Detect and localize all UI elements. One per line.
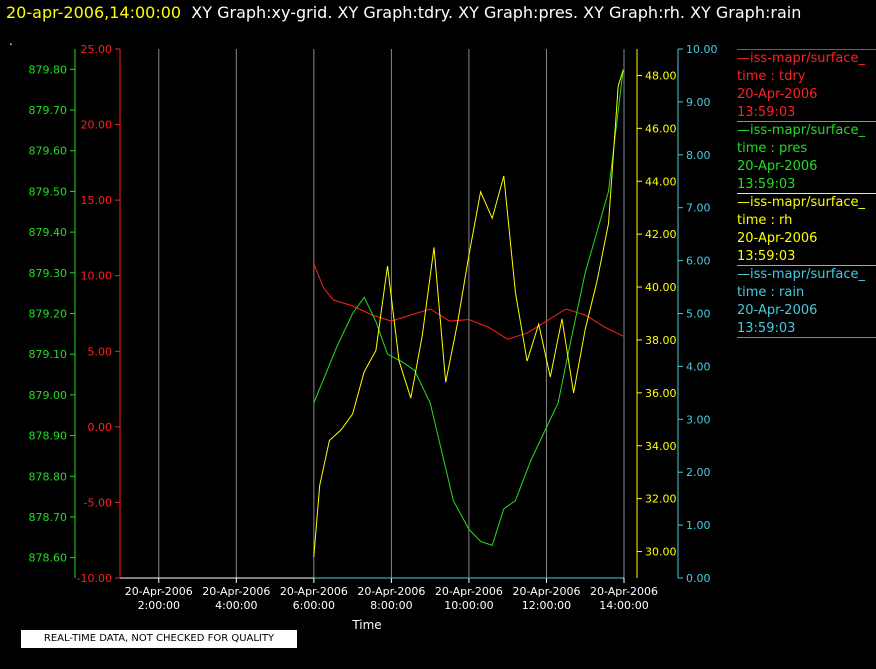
quality-notice: REAL-TIME DATA, NOT CHECKED FOR QUALITY — [21, 630, 297, 648]
legend-label: time : rain — [737, 285, 805, 300]
x-tick-time: 14:00:00 — [599, 599, 648, 612]
x-tick-time: 6:00:00 — [293, 599, 335, 612]
pres-tick-label: 878.90 — [29, 430, 68, 443]
x-tick-date: 20-Apr-2006 — [357, 585, 425, 598]
rain-tick-label: 8.00 — [686, 149, 711, 162]
legend-time: 13:59:03 — [737, 177, 796, 192]
pres-tick-label: 879.80 — [29, 63, 68, 76]
rain-tick-label: 6.00 — [686, 255, 711, 268]
legend-bottom-rule — [737, 337, 876, 338]
legend-rule — [737, 265, 876, 266]
legend-entry-rh: —iss-mapr/surface_time : rh 20-Apr-2006 13… — [737, 193, 876, 266]
tdry-tick-label: -5.00 — [84, 496, 112, 509]
chart-title-bar: 20-apr-2006,14:00:00 XY Graph:xy-grid. X… — [6, 3, 801, 22]
legend-date: 20-Apr-2006 — [737, 159, 818, 174]
series-rh-line — [313, 70, 624, 557]
rain-tick-label: 3.00 — [686, 413, 711, 426]
rh-tick-label: 30.00 — [645, 546, 677, 559]
legend-label: time : tdry — [737, 69, 806, 84]
legend-label: time : pres — [737, 141, 808, 156]
tdry-tick-label: 10.00 — [81, 270, 113, 283]
legend-date: 20-Apr-2006 — [737, 231, 818, 246]
pres-tick-label: 878.80 — [29, 470, 68, 483]
rain-tick-label: 9.00 — [686, 96, 711, 109]
series-tdry-line — [313, 263, 624, 340]
legend-label: time : rh — [737, 213, 793, 228]
x-tick-time: 10:00:00 — [444, 599, 493, 612]
pres-tick-label: 878.60 — [29, 552, 68, 565]
x-tick-date: 20-Apr-2006 — [202, 585, 270, 598]
pres-tick-label: 879.20 — [29, 308, 68, 321]
x-tick-time: 2:00:00 — [138, 599, 180, 612]
legend-entry-pres: —iss-mapr/surface_time : pres 20-Apr-2006… — [737, 121, 876, 194]
rh-tick-label: 34.00 — [645, 440, 677, 453]
rh-tick-label: 36.00 — [645, 387, 677, 400]
rh-tick-label: 46.00 — [645, 122, 677, 135]
tdry-tick-label: 20.00 — [81, 119, 113, 132]
tdry-tick-label: 0.00 — [88, 421, 113, 434]
status-dot: . — [9, 34, 13, 48]
pres-tick-label: 879.10 — [29, 348, 68, 361]
x-tick-time: 8:00:00 — [370, 599, 412, 612]
tdry-tick-label: 15.00 — [81, 194, 113, 207]
pres-tick-label: 879.30 — [29, 267, 68, 280]
x-tick-date: 20-Apr-2006 — [435, 585, 503, 598]
x-tick-date: 20-Apr-2006 — [590, 585, 658, 598]
rain-tick-label: 1.00 — [686, 519, 711, 532]
rh-tick-label: 32.00 — [645, 493, 677, 506]
graph-list: XY Graph:xy-grid. XY Graph:tdry. XY Grap… — [191, 3, 802, 22]
rh-tick-label: 48.00 — [645, 69, 677, 82]
legend-time: 13:59:03 — [737, 321, 796, 336]
rain-tick-label: 10.00 — [686, 43, 718, 56]
legend-date: 20-Apr-2006 — [737, 303, 818, 318]
legend-name: —iss-mapr/surface_ — [737, 267, 866, 282]
legend-entry-rain: —iss-mapr/surface_time : rain 20-Apr-2006… — [737, 265, 876, 338]
pres-tick-label: 879.40 — [29, 226, 68, 239]
x-tick-time: 12:00:00 — [522, 599, 571, 612]
legend-entry-tdry: —iss-mapr/surface_time : tdry 20-Apr-2006… — [737, 49, 876, 122]
legend-time: 13:59:03 — [737, 105, 796, 120]
x-tick-time: 4:00:00 — [215, 599, 257, 612]
rh-tick-label: 38.00 — [645, 334, 677, 347]
rain-tick-label: 7.00 — [686, 202, 711, 215]
tdry-tick-label: 25.00 — [81, 43, 113, 56]
rh-tick-label: 44.00 — [645, 175, 677, 188]
pres-tick-label: 879.70 — [29, 104, 68, 117]
x-tick-date: 20-Apr-2006 — [512, 585, 580, 598]
legend-time: 13:59:03 — [737, 249, 796, 264]
legend-rule — [737, 121, 876, 122]
tdry-tick-label: -10.00 — [77, 572, 112, 585]
x-tick-date: 20-Apr-2006 — [280, 585, 348, 598]
pres-tick-label: 879.00 — [29, 389, 68, 402]
rain-tick-label: 2.00 — [686, 466, 711, 479]
series-pres-line — [313, 69, 624, 547]
x-tick-date: 20-Apr-2006 — [125, 585, 193, 598]
legend-name: —iss-mapr/surface_ — [737, 123, 866, 138]
timestamp: 20-apr-2006,14:00:00 — [6, 3, 182, 22]
legend-rule — [737, 49, 876, 50]
legend-date: 20-Apr-2006 — [737, 87, 818, 102]
legend-name: —iss-mapr/surface_ — [737, 195, 866, 210]
rain-tick-label: 0.00 — [686, 572, 711, 585]
pres-tick-label: 879.60 — [29, 145, 68, 158]
pres-tick-label: 878.70 — [29, 511, 68, 524]
xy-chart: 20-Apr-20062:00:0020-Apr-20064:00:0020-A… — [29, 43, 718, 632]
tdry-tick-label: 5.00 — [88, 345, 113, 358]
rh-tick-label: 42.00 — [645, 228, 677, 241]
rain-tick-label: 5.00 — [686, 308, 711, 321]
rain-tick-label: 4.00 — [686, 360, 711, 373]
rh-tick-label: 40.00 — [645, 281, 677, 294]
pres-tick-label: 879.50 — [29, 185, 68, 198]
legend-name: —iss-mapr/surface_ — [737, 51, 866, 66]
legend-rule — [737, 193, 876, 194]
x-axis-label: Time — [351, 618, 381, 632]
